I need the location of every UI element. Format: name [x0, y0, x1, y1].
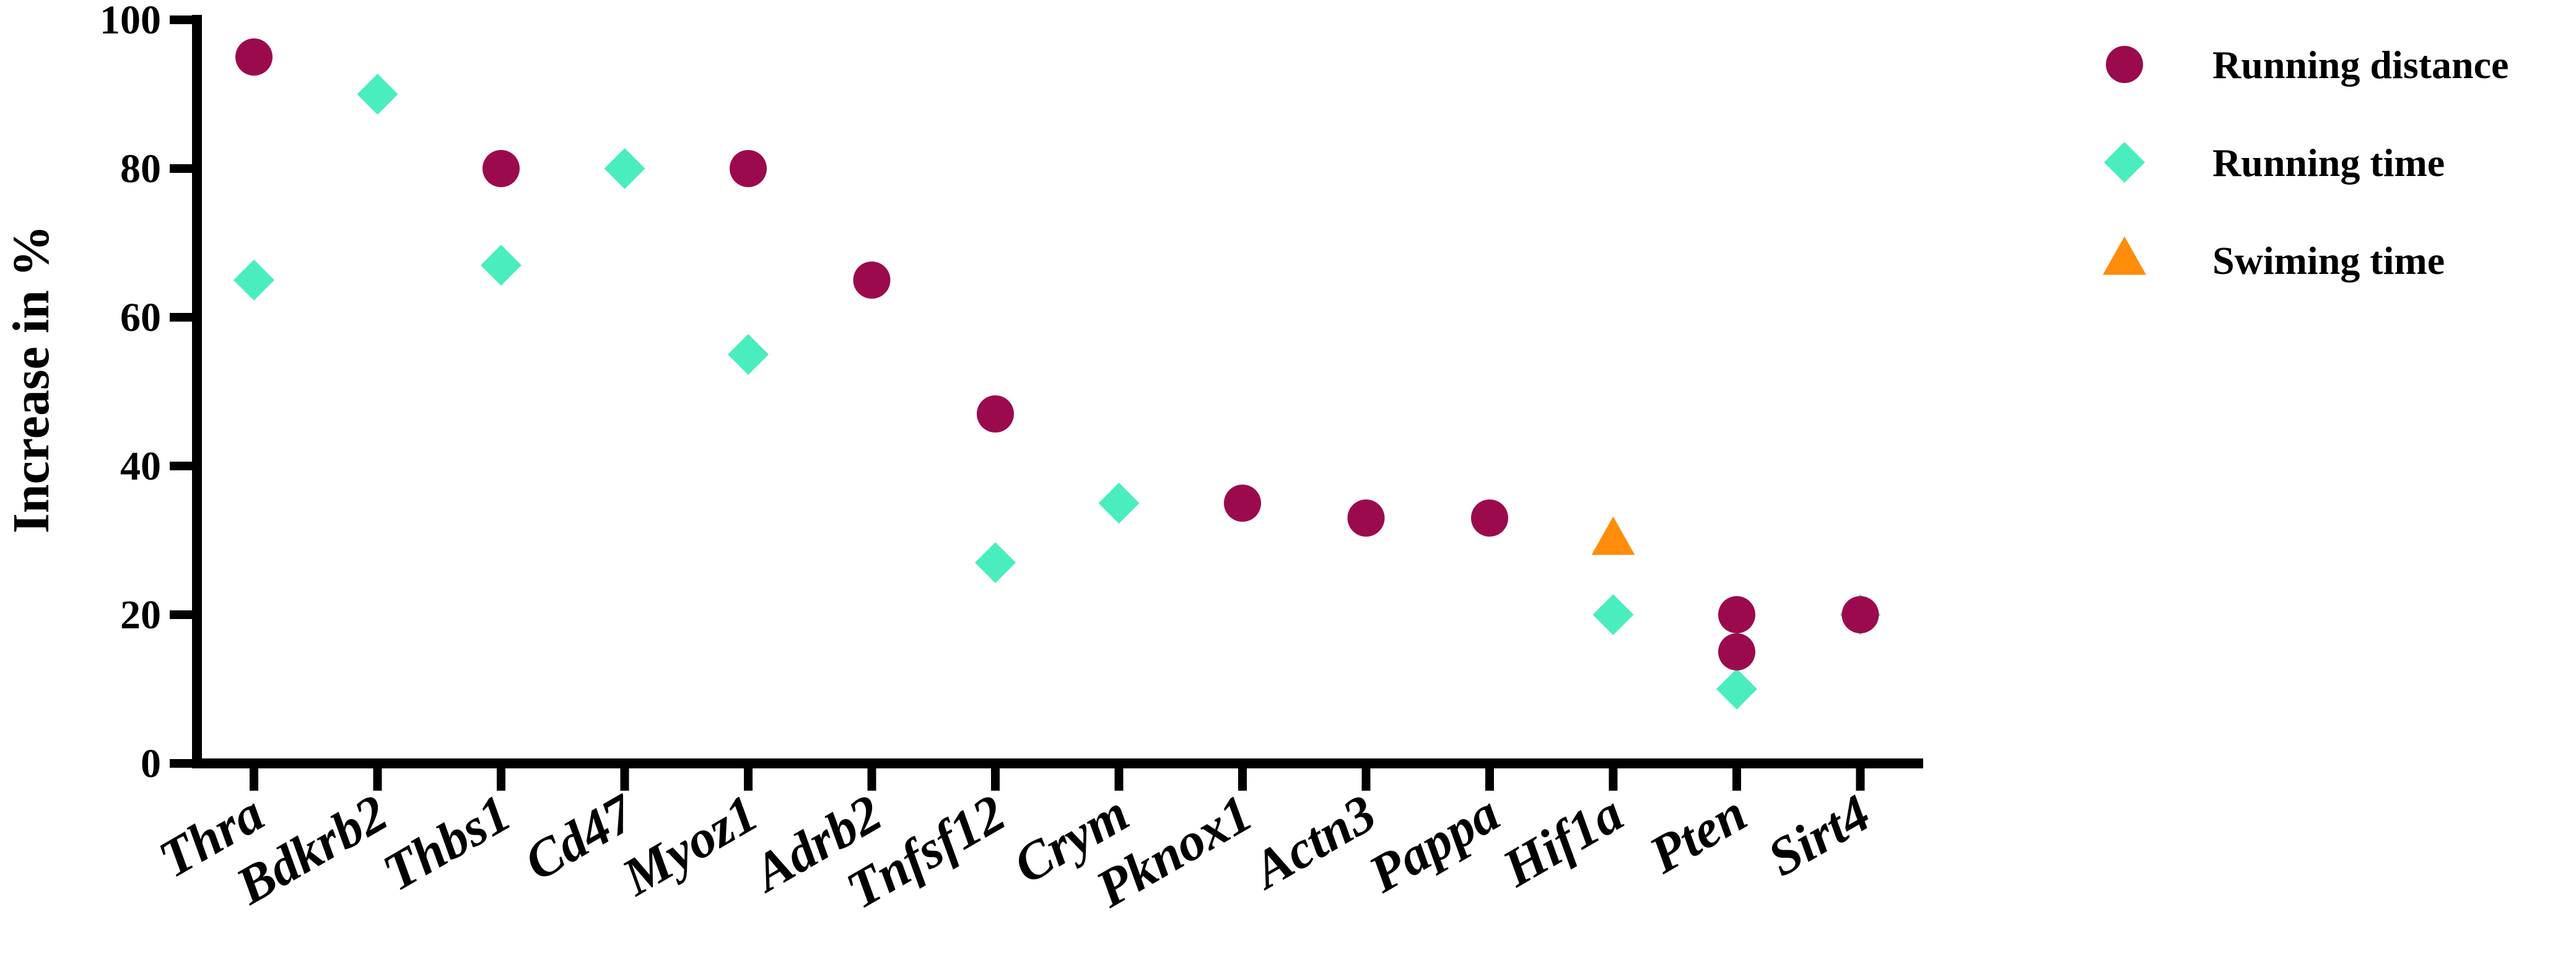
data-point-diamond: [1098, 483, 1140, 524]
data-point-circle: [853, 261, 891, 299]
y-tick-label: 60: [120, 295, 161, 340]
data-point-circle: [235, 38, 273, 76]
data-point-diamond: [728, 334, 769, 375]
legend: Running distance Running time Swiming time: [2103, 43, 2508, 283]
axes: [192, 15, 1923, 768]
tick-marks: 020406080100ThraBdkrb2Thbs1Cd47Myoz1Adrb…: [100, 0, 1880, 920]
data-point-circle: [1347, 499, 1385, 537]
y-tick-label: 40: [120, 444, 161, 489]
legend-label: Running distance: [2212, 43, 2508, 87]
data-point-diamond: [1716, 669, 1757, 710]
data-point-diamond: [604, 148, 645, 189]
x-tick-label: Thbs1: [373, 783, 520, 902]
y-tick-label: 80: [120, 146, 161, 191]
y-tick-label: 0: [141, 741, 161, 786]
data-point-diamond: [975, 542, 1016, 583]
data-point-triangle: [1591, 516, 1635, 555]
data-point-circle: [482, 150, 520, 187]
data-point-diamond: [357, 74, 398, 115]
y-axis-title: Increase in %: [2, 225, 60, 534]
x-tick-label: Pten: [1639, 783, 1757, 885]
x-tick-label: Hif1a: [1492, 783, 1633, 898]
legend-marker-diamond: [2104, 142, 2145, 183]
legend-label: Running time: [2212, 141, 2445, 185]
data-point-diamond: [234, 260, 274, 301]
data-point-diamond: [481, 245, 522, 286]
y-tick-label: 20: [120, 592, 161, 638]
data-point-diamond: [1592, 594, 1634, 635]
data-point-circle: [1224, 485, 1261, 522]
x-tick-label: Pappa: [1358, 783, 1509, 904]
data-point-circle: [730, 150, 767, 187]
legend-marker-circle: [2106, 46, 2143, 83]
data-point-circle: [1471, 499, 1508, 537]
data-point-circle: [1718, 633, 1755, 670]
data-points: [234, 38, 1881, 710]
x-tick-label: Sirt4: [1758, 783, 1880, 887]
data-point-circle: [1841, 596, 1879, 633]
legend-marker-triangle: [2103, 236, 2146, 275]
legend-label: Swiming time: [2212, 239, 2445, 283]
data-point-circle: [977, 395, 1014, 433]
x-tick-label: Myoz1: [611, 783, 767, 907]
y-tick-label: 100: [100, 0, 161, 43]
data-point-circle: [1718, 596, 1755, 633]
x-tick-label: Actn3: [1241, 783, 1386, 901]
